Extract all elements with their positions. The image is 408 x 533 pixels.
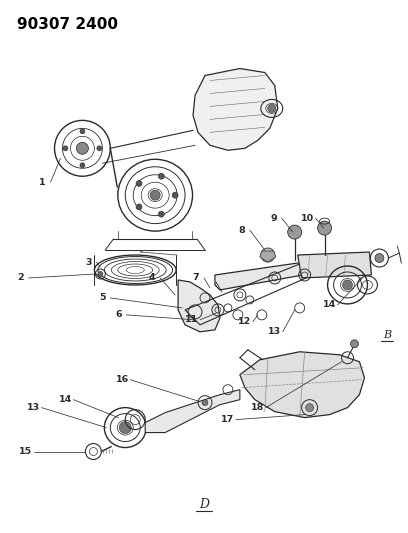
Circle shape [343,280,353,290]
Text: 3: 3 [85,257,92,266]
Polygon shape [178,280,220,332]
Circle shape [119,422,131,433]
Text: 13: 13 [27,403,40,412]
Circle shape [136,204,142,210]
Text: D: D [199,498,209,511]
Text: 2: 2 [17,273,24,282]
Text: 7: 7 [193,273,200,282]
Text: 16: 16 [115,375,129,384]
Polygon shape [240,352,364,417]
Text: 13: 13 [268,327,282,336]
Polygon shape [193,69,278,150]
Circle shape [97,146,102,151]
Circle shape [202,400,208,406]
Text: 90307 2400: 90307 2400 [17,17,118,31]
Circle shape [150,190,160,200]
Circle shape [375,254,384,263]
Circle shape [136,181,142,187]
Circle shape [76,142,89,154]
Text: 10: 10 [301,214,314,223]
Circle shape [261,248,275,262]
Polygon shape [260,251,276,262]
Text: 5: 5 [99,294,106,302]
Text: 8: 8 [239,225,245,235]
Text: 11: 11 [185,316,199,325]
Text: 18: 18 [251,403,264,412]
Text: 15: 15 [19,447,32,456]
Polygon shape [298,252,371,278]
Text: 14: 14 [59,395,72,404]
Circle shape [158,173,164,179]
Circle shape [98,271,103,277]
Text: 9: 9 [271,214,277,223]
Circle shape [172,192,178,198]
Text: 6: 6 [115,310,122,319]
Polygon shape [145,390,240,433]
Text: 12: 12 [238,317,251,326]
Circle shape [317,221,332,235]
Circle shape [80,129,85,134]
Circle shape [63,146,68,151]
Text: B: B [383,330,391,340]
Polygon shape [215,262,319,290]
Circle shape [288,225,302,239]
Text: 4: 4 [149,273,155,282]
Circle shape [158,211,164,217]
Circle shape [80,163,85,168]
Text: 1: 1 [39,177,46,187]
Circle shape [306,403,314,411]
Circle shape [350,340,359,348]
Text: 17: 17 [221,415,235,424]
Text: 14: 14 [323,301,336,309]
Circle shape [268,104,276,112]
